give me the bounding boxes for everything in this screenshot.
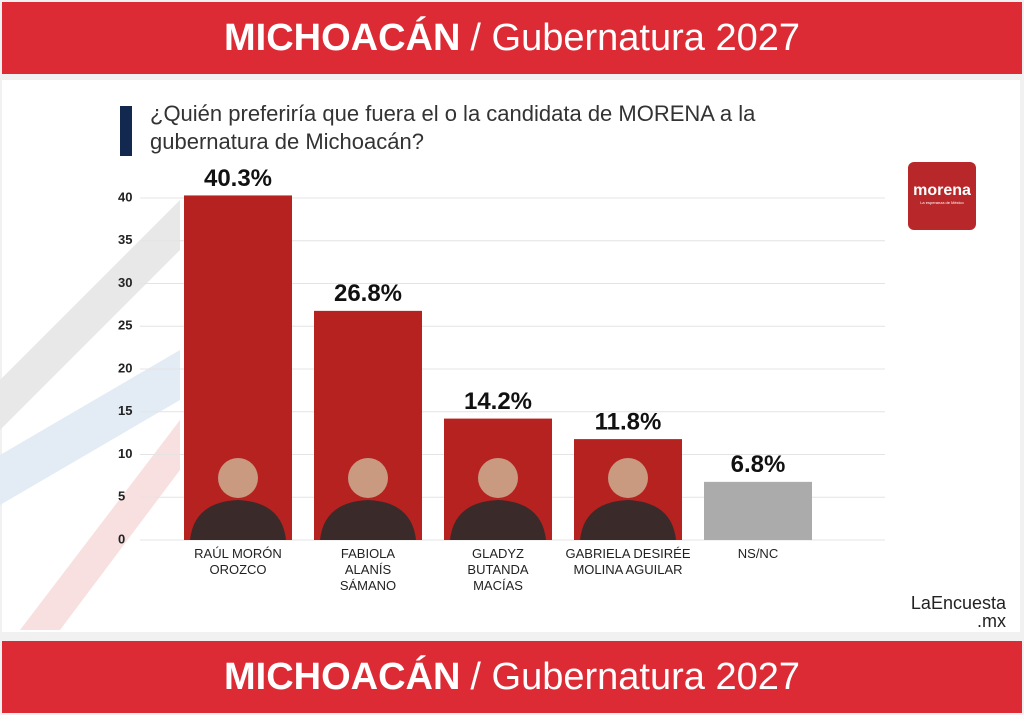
y-tick-label: 35 — [118, 232, 132, 247]
value-label: 40.3% — [204, 165, 272, 192]
y-tick-label: 25 — [118, 318, 132, 333]
y-tick-label: 30 — [118, 275, 132, 290]
title-accent — [120, 106, 132, 156]
source-name: LaEncuesta — [910, 593, 1006, 613]
photo-body — [190, 500, 286, 540]
y-tick-label: 15 — [118, 403, 132, 418]
photo-body — [320, 500, 416, 540]
value-label: 11.8% — [595, 408, 662, 435]
footer-bold: MICHOACÁN — [223, 655, 461, 698]
x-tick-label: GABRIELA DESIRÉE MOLINA AGUILAR — [565, 546, 691, 577]
x-tick-label: FABIOLA ALANÍS SÁMANO — [339, 546, 397, 593]
value-label: 6.8% — [731, 451, 786, 478]
x-tick-label: RAÚL MORÓN OROZCO — [194, 546, 282, 577]
y-tick-label: 0 — [118, 531, 125, 546]
logo: morena La esperanza de México — [908, 162, 976, 230]
x-tick-label: GLADYZ BUTANDA MACÍAS — [467, 546, 529, 593]
value-label: 26.8% — [334, 280, 402, 307]
header-bold: MICHOACÁN — [223, 16, 461, 59]
y-tick-label: 20 — [118, 360, 132, 375]
logo-tagline: La esperanza de México — [920, 200, 964, 205]
x-tick-label: NS/NC — [737, 546, 779, 561]
bar — [704, 481, 812, 540]
photo-head — [218, 458, 258, 498]
footer-rest: / Gubernatura 2027 — [470, 655, 800, 698]
header-rest: / Gubernatura 2027 — [470, 16, 800, 59]
source-suffix: .mx — [977, 611, 1006, 631]
photo-head — [348, 458, 388, 498]
y-tick-label: 5 — [118, 489, 125, 504]
source: LaEncuesta .mx — [900, 594, 1006, 630]
photo-head — [608, 458, 648, 498]
photo-body — [580, 500, 676, 540]
y-tick-label: 10 — [118, 446, 132, 461]
photo-body — [450, 500, 546, 540]
decor — [0, 200, 180, 430]
photo-head — [478, 458, 518, 498]
logo-name: morena — [913, 182, 971, 199]
y-tick-label: 40 — [118, 189, 132, 204]
header: MICHOACÁN / Gubernatura 2027 — [2, 2, 1022, 74]
chart-title: ¿Quién preferiría que fuera el o la cand… — [150, 101, 756, 154]
decor — [20, 420, 180, 630]
value-label: 14.2% — [464, 388, 532, 415]
footer: MICHOACÁN / Gubernatura 2027 — [2, 641, 1022, 713]
decor — [0, 350, 180, 505]
